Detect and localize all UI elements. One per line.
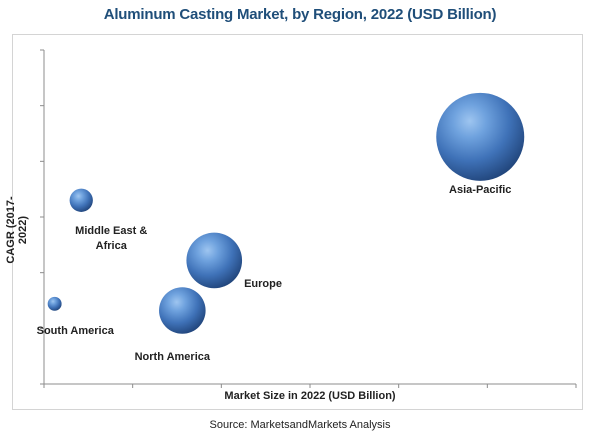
bubble-middle-east-africa: [69, 188, 93, 212]
bubbles: [47, 92, 525, 334]
bubble-south-america: [47, 296, 62, 311]
bubble-label: North America: [135, 351, 211, 363]
bubble-label: Middle East & Africa: [75, 225, 147, 252]
bubble-label: Asia-Pacific: [449, 184, 511, 196]
bubble-label: South America: [37, 325, 115, 337]
bubble-labels: Asia-Pacific Middle East & Africa Europe Nor…: [37, 184, 512, 363]
chart-title: Aluminum Casting Market, by Region, 2022…: [103, 6, 497, 23]
y-axis-label: CAGR (2017-2022): [5, 196, 29, 264]
chart-frame: [12, 34, 583, 410]
bubble-asia-pacific: [436, 92, 525, 181]
bubble-label: Europe: [244, 278, 282, 290]
bubble-europe: [186, 232, 243, 289]
bubble-north-america: [159, 287, 206, 334]
source-note: Source: MarketsandMarkets Analysis: [209, 419, 391, 431]
x-axis-label: Market Size in 2022 (USD Billion): [224, 390, 396, 402]
axes: [40, 49, 577, 388]
